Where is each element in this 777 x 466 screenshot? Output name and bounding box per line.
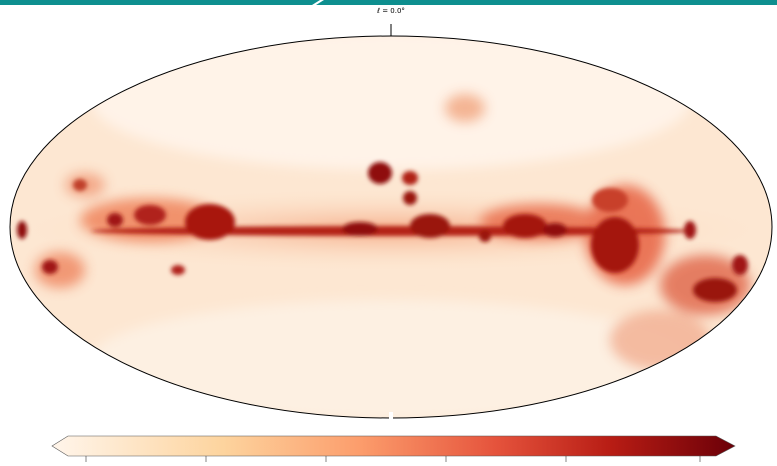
sky-map — [10, 36, 772, 418]
outline-gap — [389, 412, 393, 422]
longitude-label: ℓ = 0.0° — [376, 7, 405, 15]
colorbar — [51, 435, 736, 457]
banner-notch — [312, 0, 324, 5]
top-banner — [0, 0, 777, 5]
colorbar-ticks — [85, 456, 701, 462]
